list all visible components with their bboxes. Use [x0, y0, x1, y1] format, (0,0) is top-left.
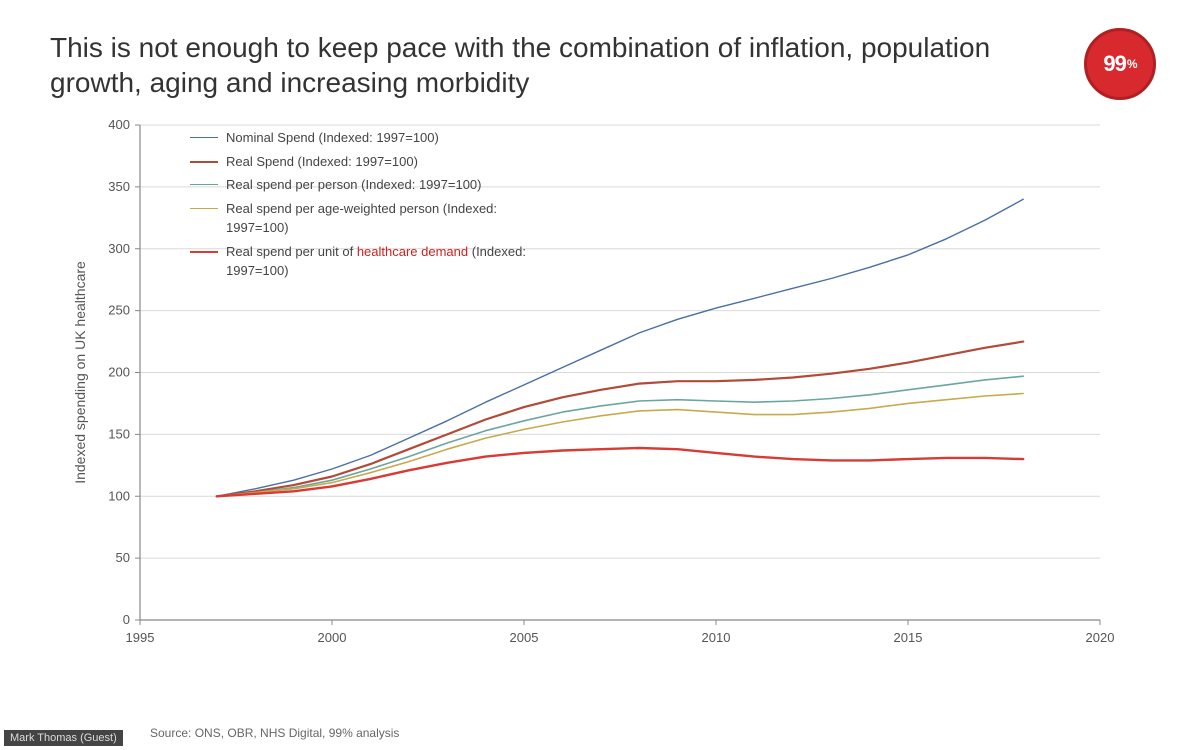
svg-text:2010: 2010: [702, 630, 731, 645]
legend-swatch: [190, 137, 218, 138]
badge-value: 99: [1103, 51, 1125, 77]
legend-item: Nominal Spend (Indexed: 1997=100): [190, 128, 550, 148]
legend-label: Nominal Spend (Indexed: 1997=100): [226, 128, 439, 148]
svg-text:200: 200: [108, 365, 130, 380]
svg-text:350: 350: [108, 179, 130, 194]
legend-swatch: [190, 208, 218, 209]
legend-label: Real spend per unit of healthcare demand…: [226, 242, 550, 281]
legend-label: Real spend per person (Indexed: 1997=100…: [226, 175, 482, 195]
legend-item: Real spend per unit of healthcare demand…: [190, 242, 550, 281]
svg-text:2015: 2015: [894, 630, 923, 645]
svg-text:150: 150: [108, 426, 130, 441]
slide: This is not enough to keep pace with the…: [0, 0, 1200, 750]
ninety-nine-badge: 99%: [1084, 28, 1156, 100]
svg-text:100: 100: [108, 488, 130, 503]
svg-text:400: 400: [108, 117, 130, 132]
svg-text:50: 50: [116, 550, 130, 565]
svg-text:0: 0: [123, 612, 130, 627]
svg-text:2005: 2005: [510, 630, 539, 645]
svg-text:2020: 2020: [1086, 630, 1115, 645]
legend-item: Real Spend (Indexed: 1997=100): [190, 152, 550, 172]
legend-label: Real Spend (Indexed: 1997=100): [226, 152, 418, 172]
legend-label: Real spend per age-weighted person (Inde…: [226, 199, 550, 238]
svg-text:2000: 2000: [318, 630, 347, 645]
legend-item: Real spend per person (Indexed: 1997=100…: [190, 175, 550, 195]
legend-item: Real spend per age-weighted person (Inde…: [190, 199, 550, 238]
chart-legend: Nominal Spend (Indexed: 1997=100) Real Sp…: [190, 128, 550, 285]
badge-percent: %: [1127, 57, 1137, 71]
legend-swatch: [190, 161, 218, 163]
presenter-tag: Mark Thomas (Guest): [4, 730, 123, 746]
svg-text:1995: 1995: [126, 630, 155, 645]
source-footnote: Source: ONS, OBR, NHS Digital, 99% analy…: [150, 726, 399, 740]
svg-text:300: 300: [108, 241, 130, 256]
legend-swatch: [190, 251, 218, 253]
line-chart: 0 50 100 150 200 250 300 350 400 1995 2000 2005 2010…: [50, 110, 1130, 670]
legend-swatch: [190, 184, 218, 185]
svg-text:Indexed spending on UK healthc: Indexed spending on UK healthcare: [72, 261, 88, 484]
svg-text:250: 250: [108, 303, 130, 318]
slide-title: This is not enough to keep pace with the…: [50, 30, 1050, 100]
